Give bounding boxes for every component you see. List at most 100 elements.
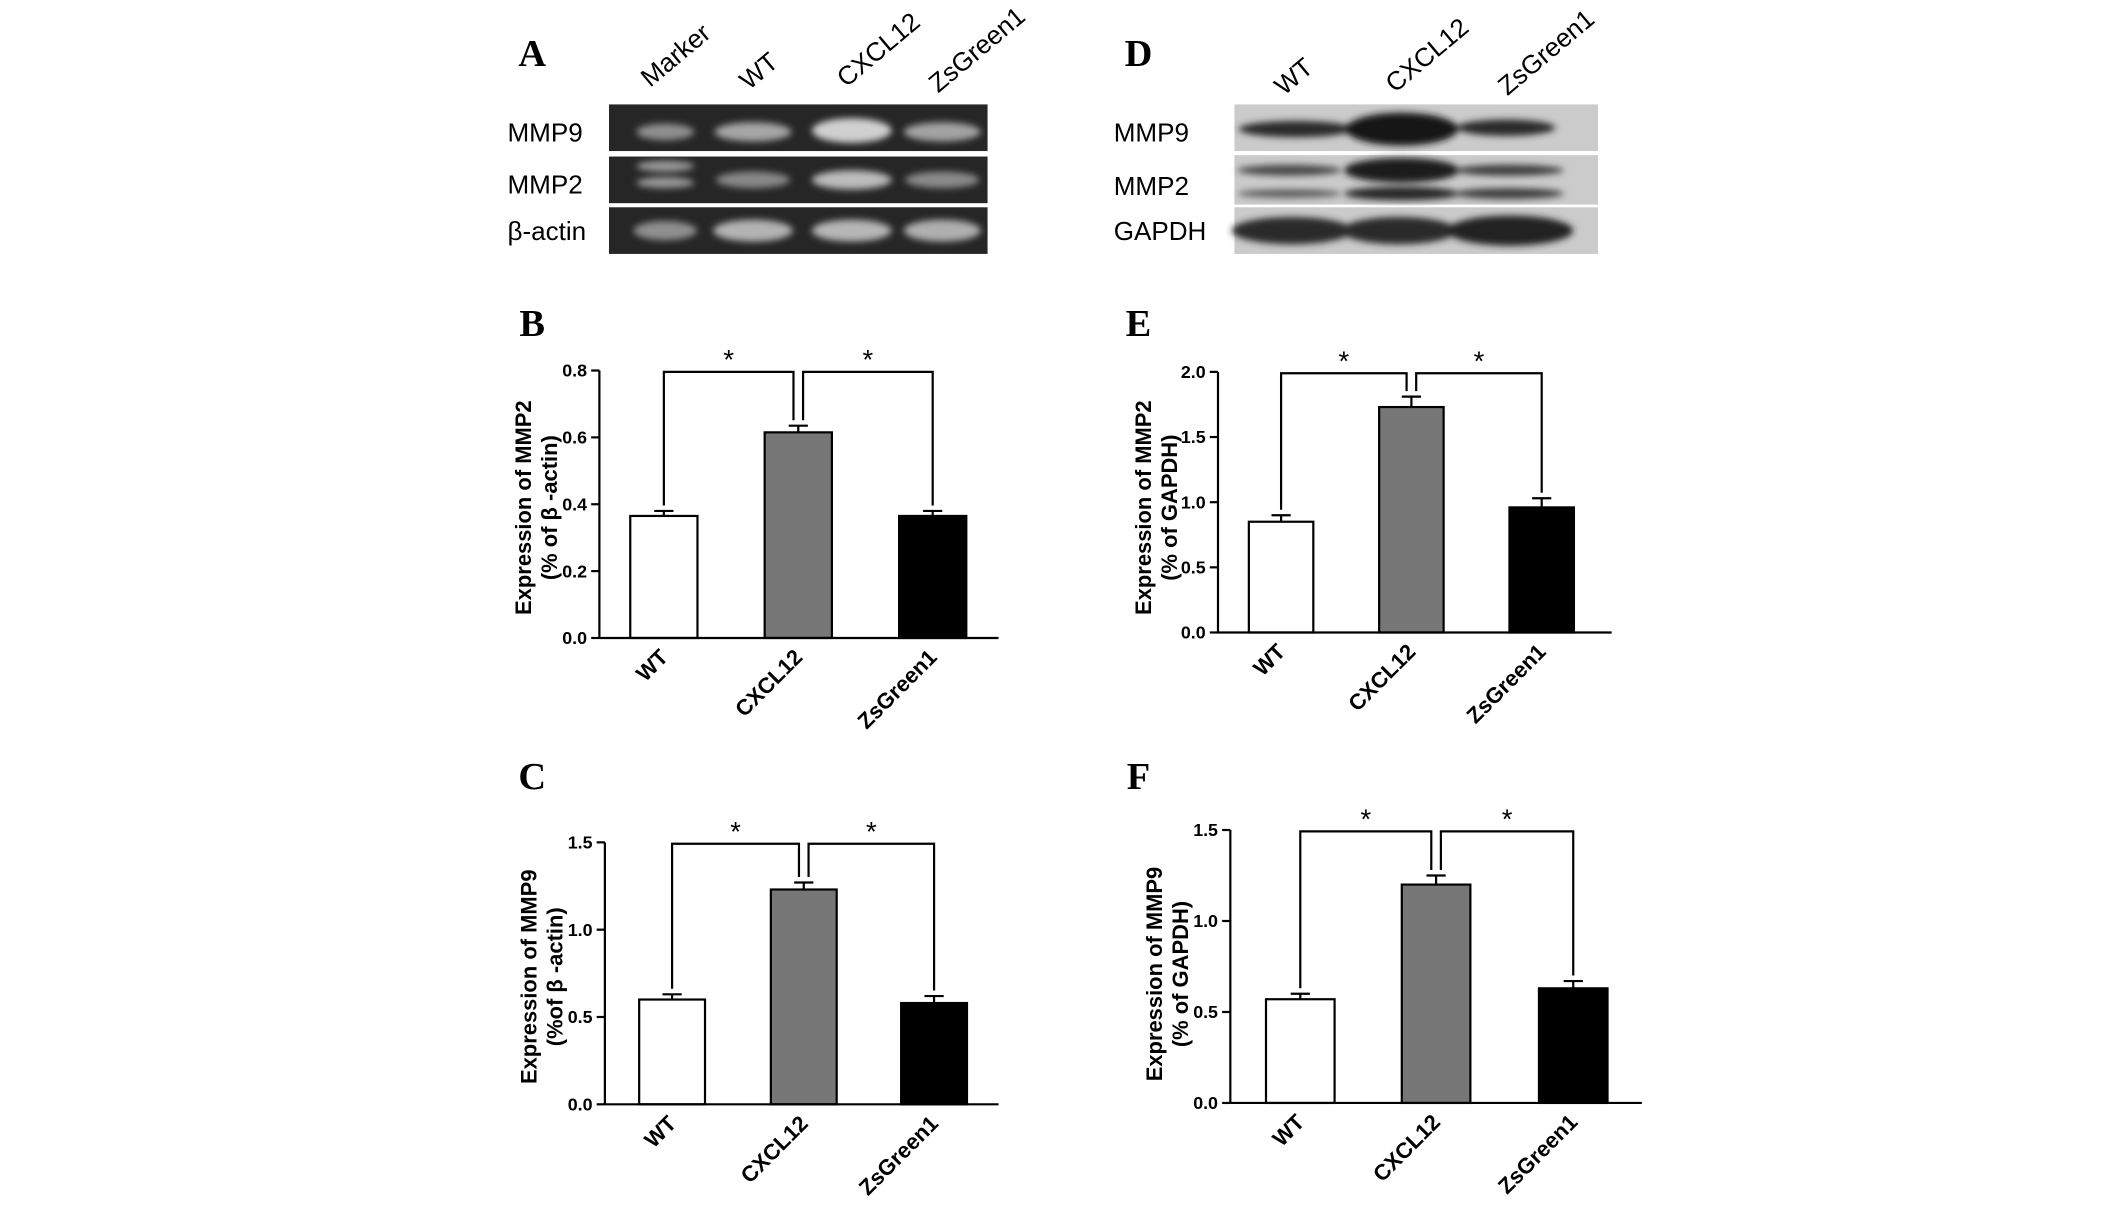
gel-band bbox=[1341, 216, 1457, 245]
gel-band bbox=[1238, 120, 1354, 138]
row-label: MMP2 bbox=[507, 170, 582, 200]
y-tick-label: 0.0 bbox=[1193, 1093, 1218, 1113]
y-tick-label: 1.0 bbox=[1181, 492, 1206, 512]
significance-bracket bbox=[1439, 830, 1575, 976]
y-axis-label: (% of β -actin) bbox=[537, 435, 562, 580]
gel-band bbox=[811, 118, 892, 143]
gel-band bbox=[1453, 188, 1564, 200]
gel-band-group bbox=[1238, 112, 1556, 146]
panel-letter: C bbox=[518, 756, 546, 798]
y-tick-label: 1.5 bbox=[1193, 820, 1218, 840]
panel-letter: A bbox=[518, 33, 546, 75]
significance-bracket bbox=[1279, 372, 1408, 510]
significance-marker: * bbox=[1339, 346, 1350, 377]
chart-panel-c: C Expression of MMP9 (%of β -actin) 0.0 0.5 1… bbox=[516, 756, 999, 1200]
gel-band bbox=[1456, 119, 1556, 136]
gel-band bbox=[905, 171, 980, 189]
bar-wt bbox=[638, 998, 707, 1106]
gel-band bbox=[633, 221, 697, 241]
bar-wt bbox=[1264, 998, 1336, 1105]
bar-zsgreen1 bbox=[897, 514, 968, 640]
gel-band bbox=[811, 219, 892, 242]
gel-band bbox=[1345, 112, 1459, 146]
gel-band bbox=[903, 122, 981, 142]
panel-letter: E bbox=[1126, 303, 1152, 345]
y-tick-label: 0.0 bbox=[562, 628, 587, 648]
row-label: GAPDH bbox=[1114, 216, 1207, 246]
chart-panel-b: B Expression of MMP2 (% of β -actin) 0.0 0.2… bbox=[511, 303, 999, 734]
significance-bracket bbox=[670, 842, 801, 989]
y-axis-label: Expression of MMP2 bbox=[511, 400, 536, 615]
y-tick-label: 0.8 bbox=[562, 361, 587, 381]
y-tick-label: 0.0 bbox=[568, 1094, 593, 1114]
bar-cxcl12 bbox=[769, 888, 838, 1106]
y-axis-label: (% of GAPDH) bbox=[1157, 435, 1182, 581]
gel-band bbox=[1344, 186, 1460, 201]
y-tick-label: 0.2 bbox=[562, 561, 587, 581]
gel-band-group bbox=[1237, 157, 1564, 201]
y-axis-label: (%of β -actin) bbox=[542, 907, 567, 1046]
gel-band bbox=[1231, 216, 1353, 245]
significance-bracket bbox=[1415, 372, 1543, 493]
significance-marker: * bbox=[863, 344, 874, 375]
significance-marker: * bbox=[730, 816, 741, 847]
gel-band bbox=[714, 122, 792, 142]
y-tick-label: 1.5 bbox=[1181, 427, 1206, 447]
gel-band-group bbox=[636, 160, 980, 190]
bar-wt bbox=[1247, 520, 1315, 634]
gel-band bbox=[1237, 164, 1342, 176]
gel-band bbox=[1447, 215, 1574, 246]
bar-cxcl12 bbox=[1400, 883, 1472, 1105]
gel-band-group bbox=[1231, 215, 1574, 246]
gel-band bbox=[636, 123, 695, 141]
y-axis-label: Expression of MMP9 bbox=[1142, 867, 1167, 1082]
y-tick-label: 1.0 bbox=[1193, 911, 1218, 931]
row-label: MMP9 bbox=[1114, 117, 1189, 147]
bar-cxcl12 bbox=[763, 431, 833, 640]
significance-bracket bbox=[662, 370, 795, 506]
y-axis-label: Expression of MMP9 bbox=[516, 869, 541, 1084]
significance-marker: * bbox=[1474, 346, 1485, 377]
panel-letter: F bbox=[1127, 756, 1150, 798]
significance-bracket bbox=[807, 842, 936, 991]
gel-band bbox=[1453, 164, 1564, 176]
gel-band bbox=[903, 219, 981, 242]
gel-band bbox=[1344, 157, 1460, 183]
row-label: MMP9 bbox=[507, 117, 582, 147]
gel-band bbox=[636, 177, 695, 189]
bar-wt bbox=[629, 514, 699, 640]
significance-bracket bbox=[801, 370, 934, 506]
significance-marker: * bbox=[723, 344, 734, 375]
y-axis-label: Expression of MMP2 bbox=[1131, 400, 1156, 615]
gel-band-group bbox=[636, 118, 981, 143]
y-tick-label: 1.5 bbox=[568, 833, 593, 853]
gel-band-group bbox=[633, 219, 981, 242]
y-tick-label: 0.5 bbox=[1181, 558, 1206, 578]
gel-band bbox=[715, 171, 791, 189]
y-tick-label: 0.6 bbox=[562, 428, 587, 448]
y-tick-label: 0.0 bbox=[1181, 623, 1206, 643]
significance-marker: * bbox=[866, 816, 877, 847]
significance-marker: * bbox=[1502, 804, 1513, 835]
gel-band bbox=[1237, 189, 1342, 198]
bar-zsgreen1 bbox=[1508, 506, 1576, 634]
significance-bracket bbox=[1299, 830, 1433, 989]
y-tick-label: 0.5 bbox=[568, 1007, 593, 1027]
y-tick-label: 0.5 bbox=[1193, 1002, 1218, 1022]
row-label: β-actin bbox=[507, 216, 586, 246]
gel-band bbox=[713, 219, 793, 242]
y-axis-label: (% of GAPDH) bbox=[1168, 901, 1193, 1047]
y-tick-label: 0.4 bbox=[562, 494, 587, 514]
y-tick-label: 1.0 bbox=[568, 920, 593, 940]
significance-marker: * bbox=[1360, 804, 1371, 835]
bar-cxcl12 bbox=[1378, 405, 1445, 634]
gel-band bbox=[636, 160, 695, 172]
y-tick-label: 2.0 bbox=[1181, 362, 1206, 382]
bar-zsgreen1 bbox=[900, 1001, 969, 1106]
row-label: MMP2 bbox=[1114, 171, 1189, 201]
panel-letter: B bbox=[519, 303, 545, 345]
